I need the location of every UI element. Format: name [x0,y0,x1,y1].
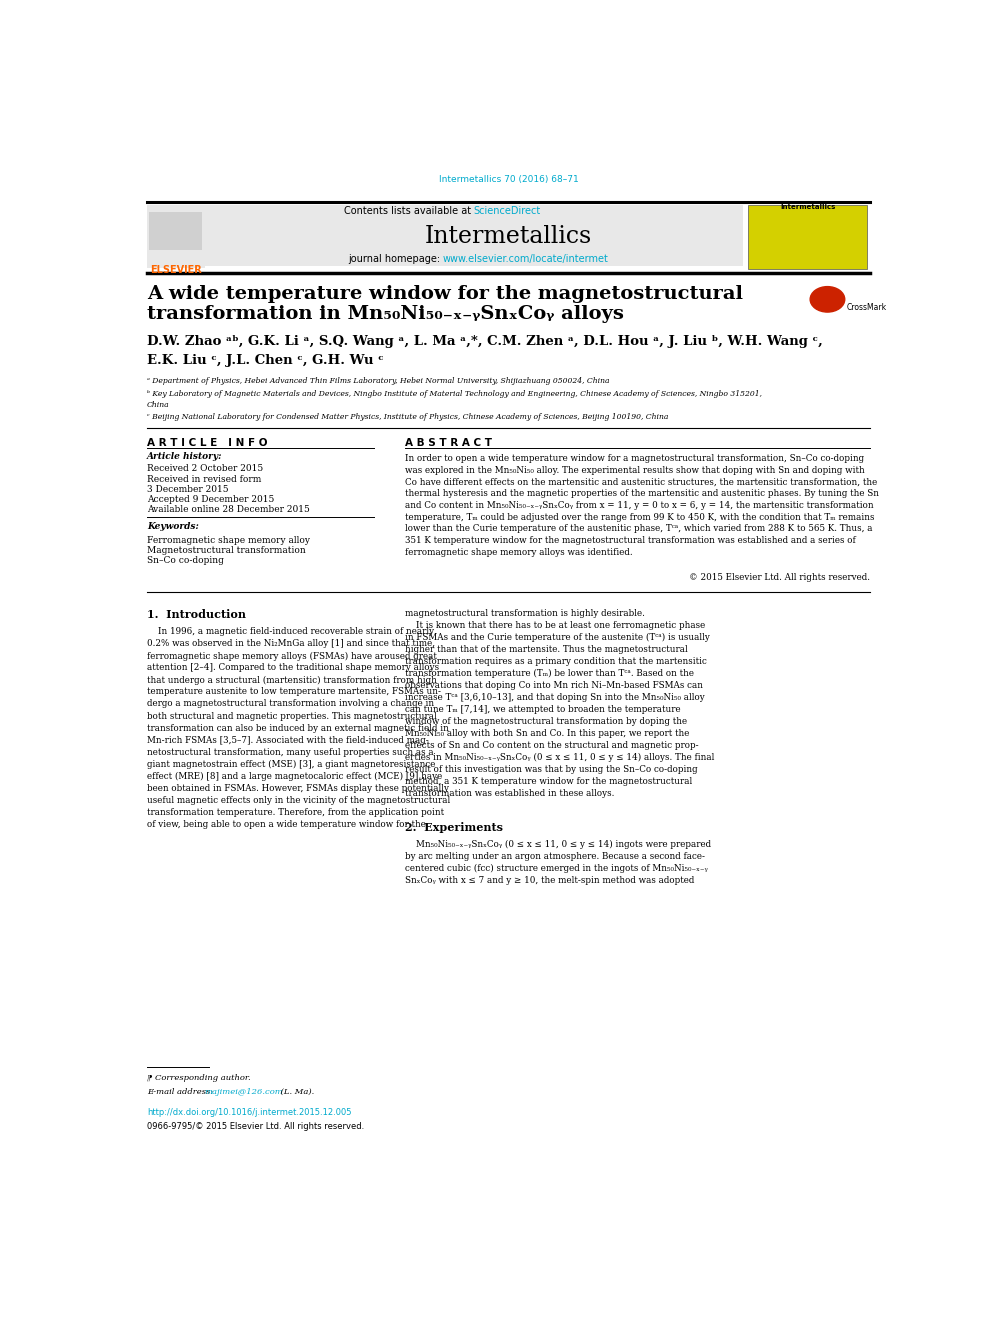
Text: Intermetallics 70 (2016) 68–71: Intermetallics 70 (2016) 68–71 [438,175,578,184]
Text: A R T I C L E   I N F O: A R T I C L E I N F O [147,438,268,448]
Text: E.K. Liu ᶜ, J.L. Chen ᶜ, G.H. Wu ᶜ: E.K. Liu ᶜ, J.L. Chen ᶜ, G.H. Wu ᶜ [147,355,384,368]
Text: Mn₅₀Ni₅₀ alloy with both Sn and Co. In this paper, we report the: Mn₅₀Ni₅₀ alloy with both Sn and Co. In t… [405,729,689,738]
Text: dergo a magnetostructural transformation involving a change in: dergo a magnetostructural transformation… [147,700,434,709]
Text: ᶜ Beijing National Laboratory for Condensed Matter Physics, Institute of Physics: ᶜ Beijing National Laboratory for Conden… [147,413,669,422]
Text: Keywords:: Keywords: [147,523,199,532]
Text: transformation can also be induced by an external magnetic field in: transformation can also be induced by an… [147,724,449,733]
Text: transformation temperature (Tₘ) be lower than Tᶜᵃ. Based on the: transformation temperature (Tₘ) be lower… [405,669,693,679]
Text: Ferromagnetic shape memory alloy: Ferromagnetic shape memory alloy [147,536,310,545]
Text: www.elsevier.com/locate/intermet: www.elsevier.com/locate/intermet [443,254,609,263]
Text: can tune Tₘ [7,14], we attempted to broaden the temperature: can tune Tₘ [7,14], we attempted to broa… [405,705,681,714]
Text: ᵃ Department of Physics, Hebei Advanced Thin Films Laboratory, Hebei Normal Univ: ᵃ Department of Physics, Hebei Advanced … [147,377,609,385]
Text: ScienceDirect: ScienceDirect [474,205,541,216]
Text: transformation in Mn₅₀Ni₅₀₋ₓ₋ᵧSnₓCoᵧ alloys: transformation in Mn₅₀Ni₅₀₋ₓ₋ᵧSnₓCoᵧ all… [147,306,624,323]
Text: ELSEVIER: ELSEVIER [150,265,201,275]
Text: A wide temperature window for the magnetostructural: A wide temperature window for the magnet… [147,284,743,303]
Text: netostructural transformation, many useful properties such as a: netostructural transformation, many usef… [147,747,434,757]
Text: method, a 351 K temperature window for the magnetostructural: method, a 351 K temperature window for t… [405,778,691,786]
Text: © 2015 Elsevier Ltd. All rights reserved.: © 2015 Elsevier Ltd. All rights reserved… [688,573,870,582]
Text: lower than the Curie temperature of the austenitic phase, Tᶜᵃ, which varied from: lower than the Curie temperature of the … [405,524,872,533]
Text: ᵇ Key Laboratory of Magnetic Materials and Devices, Ningbo Institute of Material: ᵇ Key Laboratory of Magnetic Materials a… [147,390,762,398]
Text: observations that doping Co into Mn rich Ni–Mn-based FSMAs can: observations that doping Co into Mn rich… [405,681,702,691]
Text: Received in revised form: Received in revised form [147,475,262,484]
Text: window of the magnetostructural transformation by doping the: window of the magnetostructural transfor… [405,717,686,726]
FancyBboxPatch shape [204,205,743,266]
Text: attention [2–4]. Compared to the traditional shape memory alloys: attention [2–4]. Compared to the traditi… [147,663,439,672]
Text: Contents lists available at: Contents lists available at [343,205,474,216]
FancyBboxPatch shape [150,212,201,250]
Text: Magnetostructural transformation: Magnetostructural transformation [147,546,306,554]
Text: 1.  Introduction: 1. Introduction [147,609,246,620]
Text: journal homepage:: journal homepage: [348,254,443,263]
Text: E-mail address:: E-mail address: [147,1088,216,1095]
Text: transformation requires as a primary condition that the martensitic: transformation requires as a primary con… [405,658,706,665]
Text: erties in Mn₅₀Ni₅₀₋ₓ₋ᵧSnₓCoᵧ (0 ≤ x ≤ 11, 0 ≤ y ≤ 14) alloys. The final: erties in Mn₅₀Ni₅₀₋ₓ₋ᵧSnₓCoᵧ (0 ≤ x ≤ 11… [405,753,714,762]
Text: A B S T R A C T: A B S T R A C T [405,438,492,448]
Text: Mn₅₀Ni₅₀₋ₓ₋ᵧSnₓCoᵧ (0 ≤ x ≤ 11, 0 ≤ y ≤ 14) ingots were prepared: Mn₅₀Ni₅₀₋ₓ₋ᵧSnₓCoᵧ (0 ≤ x ≤ 11, 0 ≤ y ≤ … [405,840,710,849]
Text: Received 2 October 2015: Received 2 October 2015 [147,464,263,474]
Text: CrossMark: CrossMark [847,303,887,312]
Text: increase Tᶜᵃ [3,6,10–13], and that doping Sn into the Mn₅₀Ni₅₀ alloy: increase Tᶜᵃ [3,6,10–13], and that dopin… [405,693,704,703]
Text: by arc melting under an argon atmosphere. Because a second face-: by arc melting under an argon atmosphere… [405,852,704,861]
Text: ferromagnetic shape memory alloys was identified.: ferromagnetic shape memory alloys was id… [405,548,632,557]
Text: Mn-rich FSMAs [3,5–7]. Associated with the field-induced mag-: Mn-rich FSMAs [3,5–7]. Associated with t… [147,736,429,745]
Text: 351 K temperature window for the magnetostructural transformation was establishe: 351 K temperature window for the magneto… [405,536,855,545]
Text: 2.  Experiments: 2. Experiments [405,822,503,832]
Text: temperature, Tₘ could be adjusted over the range from 99 K to 450 K, with the co: temperature, Tₘ could be adjusted over t… [405,513,874,521]
Text: of view, being able to open a wide temperature window for the: of view, being able to open a wide tempe… [147,820,426,828]
FancyBboxPatch shape [147,205,204,267]
Text: ⁋ Corresponding author.: ⁋ Corresponding author. [147,1073,251,1082]
Text: temperature austenite to low temperature martensite, FSMAs un-: temperature austenite to low temperature… [147,688,441,696]
Text: http://dx.doi.org/10.1016/j.intermet.2015.12.005: http://dx.doi.org/10.1016/j.intermet.201… [147,1109,351,1117]
Text: Available online 28 December 2015: Available online 28 December 2015 [147,505,310,515]
Ellipse shape [810,287,845,312]
Text: (L. Ma).: (L. Ma). [278,1088,314,1095]
Text: result of this investigation was that by using the Sn–Co co-doping: result of this investigation was that by… [405,765,697,774]
Text: been obtained in FSMAs. However, FSMAs display these potentially: been obtained in FSMAs. However, FSMAs d… [147,783,449,792]
Text: China: China [147,401,170,409]
Text: D.W. Zhao ᵃᵇ, G.K. Li ᵃ, S.Q. Wang ᵃ, L. Ma ᵃ,*, C.M. Zhen ᵃ, D.L. Hou ᵃ, J. Liu: D.W. Zhao ᵃᵇ, G.K. Li ᵃ, S.Q. Wang ᵃ, L.… [147,335,822,348]
Text: magnetostructural transformation is highly desirable.: magnetostructural transformation is high… [405,609,645,618]
Text: effect (MRE) [8] and a large magnetocaloric effect (MCE) [9] have: effect (MRE) [8] and a large magnetocalo… [147,771,442,781]
Text: was explored in the Mn₅₀Ni₅₀ alloy. The experimental results show that doping wi: was explored in the Mn₅₀Ni₅₀ alloy. The … [405,466,864,475]
Text: ferromagnetic shape memory alloys (FSMAs) have aroused great: ferromagnetic shape memory alloys (FSMAs… [147,651,436,660]
Text: Intermetallics: Intermetallics [425,225,592,247]
Text: both structural and magnetic properties. This magnetostructural: both structural and magnetic properties.… [147,712,436,721]
Text: and Co content in Mn₅₀Ni₅₀₋ₓ₋ᵧSnₓCoᵧ from x = 11, y = 0 to x = 6, y = 14, the ma: and Co content in Mn₅₀Ni₅₀₋ₓ₋ᵧSnₓCoᵧ fro… [405,501,873,511]
Text: useful magnetic effects only in the vicinity of the magnetostructural: useful magnetic effects only in the vici… [147,795,450,804]
Text: Article history:: Article history: [147,452,222,462]
Text: It is known that there has to be at least one ferromagnetic phase: It is known that there has to be at leas… [405,620,705,630]
Text: effects of Sn and Co content on the structural and magnetic prop-: effects of Sn and Co content on the stru… [405,741,698,750]
Text: SnₓCoᵧ with x ≤ 7 and y ≥ 10, the melt-spin method was adopted: SnₓCoᵧ with x ≤ 7 and y ≥ 10, the melt-s… [405,876,694,885]
Text: higher than that of the martensite. Thus the magnetostructural: higher than that of the martensite. Thus… [405,646,687,654]
Text: in FSMAs and the Curie temperature of the austenite (Tᶜᵃ) is usually: in FSMAs and the Curie temperature of th… [405,634,709,642]
Text: Co have different effects on the martensitic and austenitic structures, the mart: Co have different effects on the martens… [405,478,877,487]
Text: majimei@126.com: majimei@126.com [204,1088,284,1095]
Text: In order to open a wide temperature window for a magnetostructural transformatio: In order to open a wide temperature wind… [405,454,864,463]
Text: transformation temperature. Therefore, from the application point: transformation temperature. Therefore, f… [147,807,444,816]
Text: Intermetallics: Intermetallics [781,204,836,209]
Text: centered cubic (fcc) structure emerged in the ingots of Mn₅₀Ni₅₀₋ₓ₋ᵧ: centered cubic (fcc) structure emerged i… [405,864,707,873]
Text: thermal hysteresis and the magnetic properties of the martensitic and austenitic: thermal hysteresis and the magnetic prop… [405,490,879,499]
FancyBboxPatch shape [748,205,867,269]
Text: 3 December 2015: 3 December 2015 [147,484,229,493]
Text: Sn–Co co-doping: Sn–Co co-doping [147,556,224,565]
Text: that undergo a structural (martensitic) transformation from high: that undergo a structural (martensitic) … [147,676,436,684]
Text: 0.2% was observed in the Ni₂MnGa alloy [1] and since that time,: 0.2% was observed in the Ni₂MnGa alloy [… [147,639,435,648]
Text: transformation was established in these alloys.: transformation was established in these … [405,790,614,798]
Text: In 1996, a magnetic field-induced recoverable strain of nearly: In 1996, a magnetic field-induced recove… [147,627,434,636]
Text: Accepted 9 December 2015: Accepted 9 December 2015 [147,495,275,504]
Text: giant magnetostrain effect (MSE) [3], a giant magnetoresistance: giant magnetostrain effect (MSE) [3], a … [147,759,435,769]
Text: 0966-9795/© 2015 Elsevier Ltd. All rights reserved.: 0966-9795/© 2015 Elsevier Ltd. All right… [147,1122,364,1131]
